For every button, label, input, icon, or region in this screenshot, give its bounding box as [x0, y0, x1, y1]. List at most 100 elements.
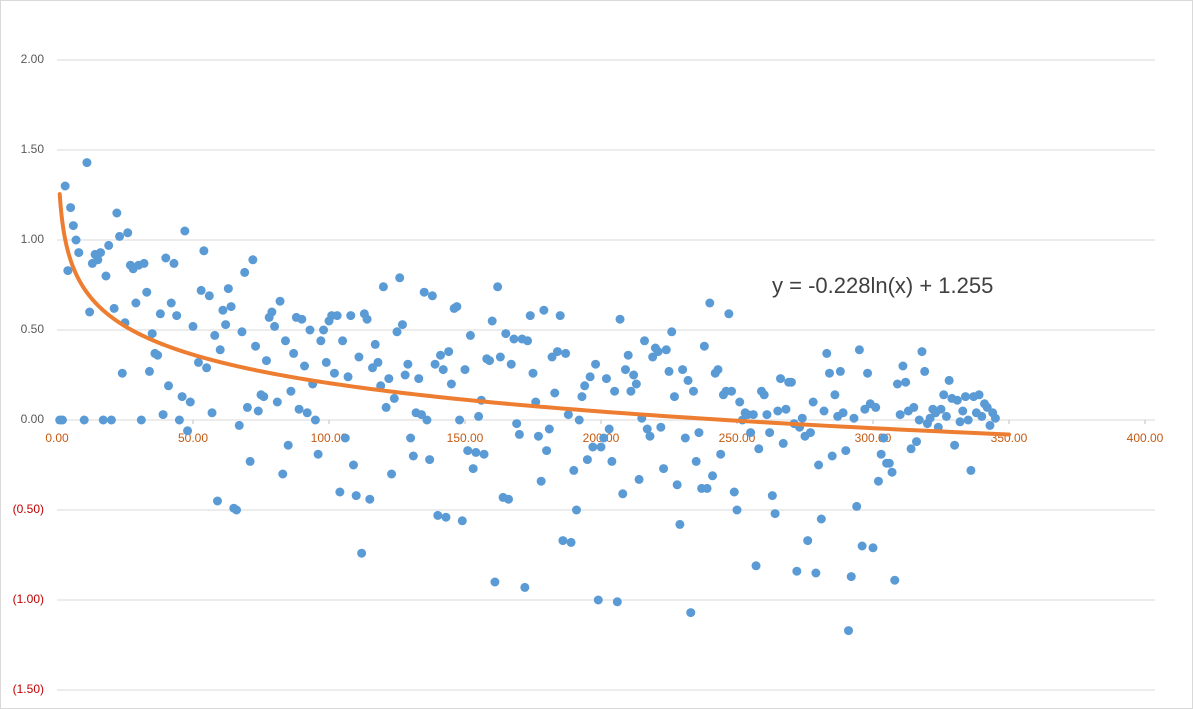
point	[811, 568, 821, 578]
point	[691, 456, 701, 466]
point	[569, 465, 579, 475]
y-tick-label: 1.00	[21, 232, 45, 246]
point	[958, 406, 968, 416]
point	[914, 415, 924, 425]
point	[506, 359, 516, 369]
point	[830, 390, 840, 400]
point	[952, 395, 962, 405]
point	[117, 368, 127, 378]
point	[446, 379, 456, 389]
point	[465, 330, 475, 340]
point	[846, 572, 856, 582]
point	[185, 397, 195, 407]
point	[267, 307, 277, 317]
point	[523, 336, 533, 346]
point	[912, 437, 922, 447]
point	[555, 311, 565, 321]
point	[577, 392, 587, 402]
point	[406, 433, 416, 443]
point	[261, 356, 271, 366]
point	[871, 402, 881, 412]
point	[985, 420, 995, 430]
point	[879, 433, 889, 443]
point	[528, 368, 538, 378]
y-tick-label: (1.50)	[13, 682, 44, 696]
point	[199, 246, 209, 256]
point	[210, 330, 220, 340]
point	[384, 374, 394, 384]
point	[329, 368, 339, 378]
point	[357, 548, 367, 558]
point	[593, 595, 603, 605]
point	[259, 392, 269, 402]
point	[917, 347, 927, 357]
point	[890, 575, 900, 585]
point	[960, 392, 970, 402]
y-tick-label: 1.50	[21, 142, 45, 156]
point	[629, 370, 639, 380]
point	[115, 231, 125, 241]
point	[884, 458, 894, 468]
point	[525, 311, 535, 321]
y-tick-label: 0.50	[21, 322, 45, 336]
point	[852, 501, 862, 511]
point	[672, 480, 682, 490]
point	[343, 372, 353, 382]
point	[601, 374, 611, 384]
point	[373, 357, 383, 367]
point	[136, 415, 146, 425]
point	[332, 311, 342, 321]
point	[950, 440, 960, 450]
point	[640, 336, 650, 346]
point	[504, 494, 514, 504]
point	[289, 348, 299, 358]
point	[552, 347, 562, 357]
point	[509, 334, 519, 344]
point	[463, 446, 473, 456]
point	[221, 320, 231, 330]
point	[857, 541, 867, 551]
point	[495, 352, 505, 362]
point	[104, 240, 114, 250]
point	[591, 359, 601, 369]
point	[751, 561, 761, 571]
point	[990, 413, 1000, 423]
point	[101, 271, 111, 281]
point	[419, 287, 429, 297]
point	[844, 626, 854, 636]
point	[183, 426, 193, 436]
point	[699, 341, 709, 351]
x-tick-label: 100.00	[311, 431, 348, 445]
point	[631, 379, 641, 389]
point	[824, 368, 834, 378]
point	[422, 415, 432, 425]
point	[237, 327, 247, 337]
point	[196, 285, 206, 295]
point	[248, 255, 258, 265]
point	[430, 359, 440, 369]
point	[460, 365, 470, 375]
point	[748, 410, 758, 420]
point	[759, 390, 769, 400]
point	[797, 413, 807, 423]
point	[79, 415, 89, 425]
point	[561, 348, 571, 358]
point	[645, 431, 655, 441]
y-tick-label: 0.00	[21, 412, 45, 426]
point	[669, 392, 679, 402]
point	[106, 415, 116, 425]
point	[550, 388, 560, 398]
point	[688, 386, 698, 396]
point	[808, 397, 818, 407]
point	[974, 390, 984, 400]
point	[468, 464, 478, 474]
point	[392, 327, 402, 337]
point	[164, 381, 174, 391]
point	[735, 397, 745, 407]
point	[66, 203, 76, 213]
point	[297, 314, 307, 324]
point	[512, 419, 522, 429]
point	[408, 451, 418, 461]
point	[223, 284, 233, 294]
